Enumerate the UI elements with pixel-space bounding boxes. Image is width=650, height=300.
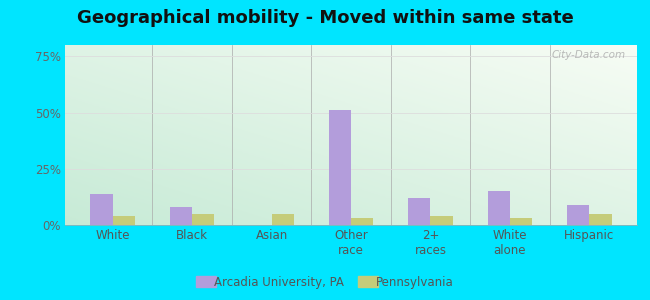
Bar <box>170 207 192 225</box>
Bar <box>590 214 612 225</box>
Bar <box>567 205 590 225</box>
Bar <box>351 218 373 225</box>
Bar <box>90 194 112 225</box>
Legend: Arcadia University, PA, Pennsylvania: Arcadia University, PA, Pennsylvania <box>192 272 458 294</box>
Bar <box>510 218 532 225</box>
Bar <box>192 214 214 225</box>
Bar <box>408 198 430 225</box>
Bar <box>112 216 135 225</box>
Bar <box>272 214 294 225</box>
Text: Geographical mobility - Moved within same state: Geographical mobility - Moved within sam… <box>77 9 573 27</box>
Text: City-Data.com: City-Data.com <box>551 50 625 60</box>
Bar <box>430 216 452 225</box>
Bar <box>488 191 510 225</box>
Bar <box>329 110 351 225</box>
